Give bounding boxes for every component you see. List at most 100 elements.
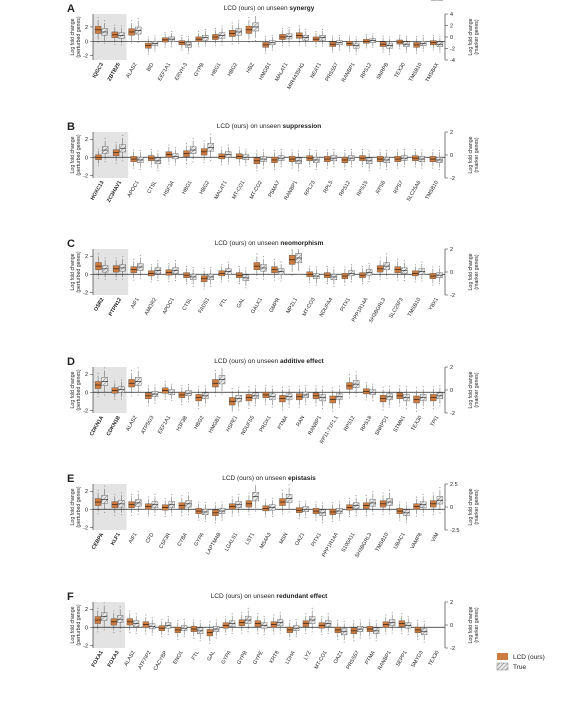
- box-pred-outlier: [416, 52, 418, 54]
- box-true-outlier: [338, 49, 340, 51]
- y-tick-label-right: -2: [450, 47, 455, 53]
- marker-gene-label: VAMP8: [410, 532, 424, 550]
- box-pred-outlier: [432, 492, 434, 494]
- marker-gene-label: ATP5G3: [140, 415, 155, 435]
- box-pred-outlier: [238, 147, 240, 149]
- perturbed-gene-label: OSR2: [93, 297, 105, 313]
- box-true-outlier: [288, 484, 290, 486]
- panel-letter: F: [67, 591, 74, 603]
- marker-gene-label: SLC25F3: [388, 297, 404, 319]
- marker-gene-label: YBX1: [428, 297, 440, 312]
- marker-gene-label: BID: [146, 62, 156, 73]
- box-pred-outlier: [265, 52, 267, 54]
- box-pred-outlier: [382, 514, 384, 516]
- box-pred-outlier: [348, 497, 351, 499]
- box-pred-outlier: [185, 143, 188, 145]
- marker-gene-label: HMGB1: [208, 415, 223, 434]
- box-true-outlier: [422, 514, 424, 516]
- box-pred-outlier: [198, 407, 200, 410]
- panel-title: LCD (ours) on unseen additive effect: [214, 358, 324, 365]
- box-pred-outlier: [417, 638, 419, 640]
- box-pred-outlier: [198, 31, 200, 33]
- marker-gene-label: GYPB: [236, 650, 249, 666]
- box-true-outlier: [254, 385, 257, 387]
- box-true-outlier: [350, 264, 353, 266]
- y-tick-label-left: 0: [85, 625, 88, 631]
- box-true-outlier: [137, 41, 139, 43]
- box-pred-outlier: [114, 380, 116, 382]
- y-tick-label-left: 2: [85, 25, 88, 31]
- box-true-outlier: [221, 501, 223, 503]
- y-tick-label-left: 2: [85, 137, 88, 143]
- box-true-outlier: [405, 35, 407, 37]
- box-pred-outlier: [361, 283, 364, 285]
- marker-gene-label: H3F3B: [175, 415, 189, 433]
- marker-gene-label: AIF1: [128, 532, 139, 545]
- marker-gene-label: TMSB10: [424, 180, 440, 201]
- marker-gene-label: HMGB1: [258, 62, 273, 81]
- box-pred-outlier: [198, 386, 200, 388]
- box-pred-outlier: [147, 496, 149, 498]
- box-true-outlier: [359, 619, 361, 621]
- box-true-outlier: [120, 25, 122, 27]
- box-pred-outlier: [379, 279, 381, 281]
- box-pred-outlier: [133, 258, 135, 260]
- box-pred-outlier: [265, 516, 267, 518]
- marker-gene-label: AMOR2: [144, 297, 159, 316]
- box-pred-outlier: [145, 633, 147, 635]
- box-true-outlier: [120, 514, 122, 516]
- box-true-outlier: [215, 637, 217, 639]
- panel-letter: D: [67, 356, 75, 368]
- box-true-outlier: [137, 18, 139, 20]
- marker-gene-label: FTL: [219, 297, 229, 308]
- box-pred-outlier: [326, 283, 328, 285]
- marker-gene-label: FTL: [191, 650, 201, 661]
- box-true-outlier: [322, 522, 324, 524]
- box-pred-outlier: [309, 166, 311, 168]
- box-true-outlier: [279, 611, 281, 613]
- box-pred-outlier: [353, 640, 355, 642]
- box-pred-outlier: [97, 489, 99, 491]
- box-pred-outlier: [326, 266, 328, 268]
- marker-gene-label: RAN: [295, 415, 306, 428]
- box-true-outlier: [295, 636, 297, 638]
- box-true-outlier: [210, 266, 212, 269]
- box-pred-outlier: [214, 395, 216, 397]
- box-true-outlier: [288, 511, 290, 513]
- box-pred-outlier: [164, 46, 166, 48]
- box-pred-outlier: [432, 149, 434, 151]
- box-pred-outlier: [315, 385, 317, 387]
- box-true-outlier: [305, 403, 307, 405]
- box-true-outlier: [199, 620, 201, 622]
- box-true-outlier: [391, 611, 393, 613]
- box-true-outlier: [438, 283, 441, 285]
- box-true-outlier: [372, 399, 374, 401]
- box-true-outlier: [368, 170, 370, 172]
- box-true-outlier: [174, 164, 177, 166]
- y-tick-label-left: -2: [83, 173, 88, 179]
- box-true-outlier: [174, 260, 177, 262]
- box-pred-outlier: [97, 148, 100, 150]
- box-pred-outlier: [231, 22, 233, 24]
- box-pred-outlier: [298, 406, 300, 408]
- box-pred-outlier: [337, 619, 339, 622]
- box-pred-outlier: [332, 410, 334, 412]
- box-pred-outlier: [432, 514, 434, 516]
- box-pred-outlier: [221, 147, 223, 149]
- marker-gene-label: RANBP1: [341, 62, 357, 83]
- box-true-outlier: [245, 148, 247, 150]
- box-true-outlier: [103, 629, 105, 631]
- marker-gene-label: MT-CO3: [302, 297, 317, 317]
- box-pred-outlier: [214, 522, 216, 524]
- box-true-outlier: [338, 406, 340, 408]
- box-pred-outlier: [115, 141, 117, 143]
- marker-gene-label: STMN1: [393, 415, 407, 434]
- box-true-outlier: [355, 495, 357, 497]
- box-true-outlier: [104, 257, 106, 259]
- box-pred-outlier: [417, 619, 419, 622]
- box-true-outlier: [386, 253, 388, 255]
- y-tick-label-right: 0: [450, 623, 453, 629]
- box-true-outlier: [120, 492, 122, 494]
- box-true-outlier: [227, 280, 229, 282]
- box-pred-outlier: [432, 266, 434, 268]
